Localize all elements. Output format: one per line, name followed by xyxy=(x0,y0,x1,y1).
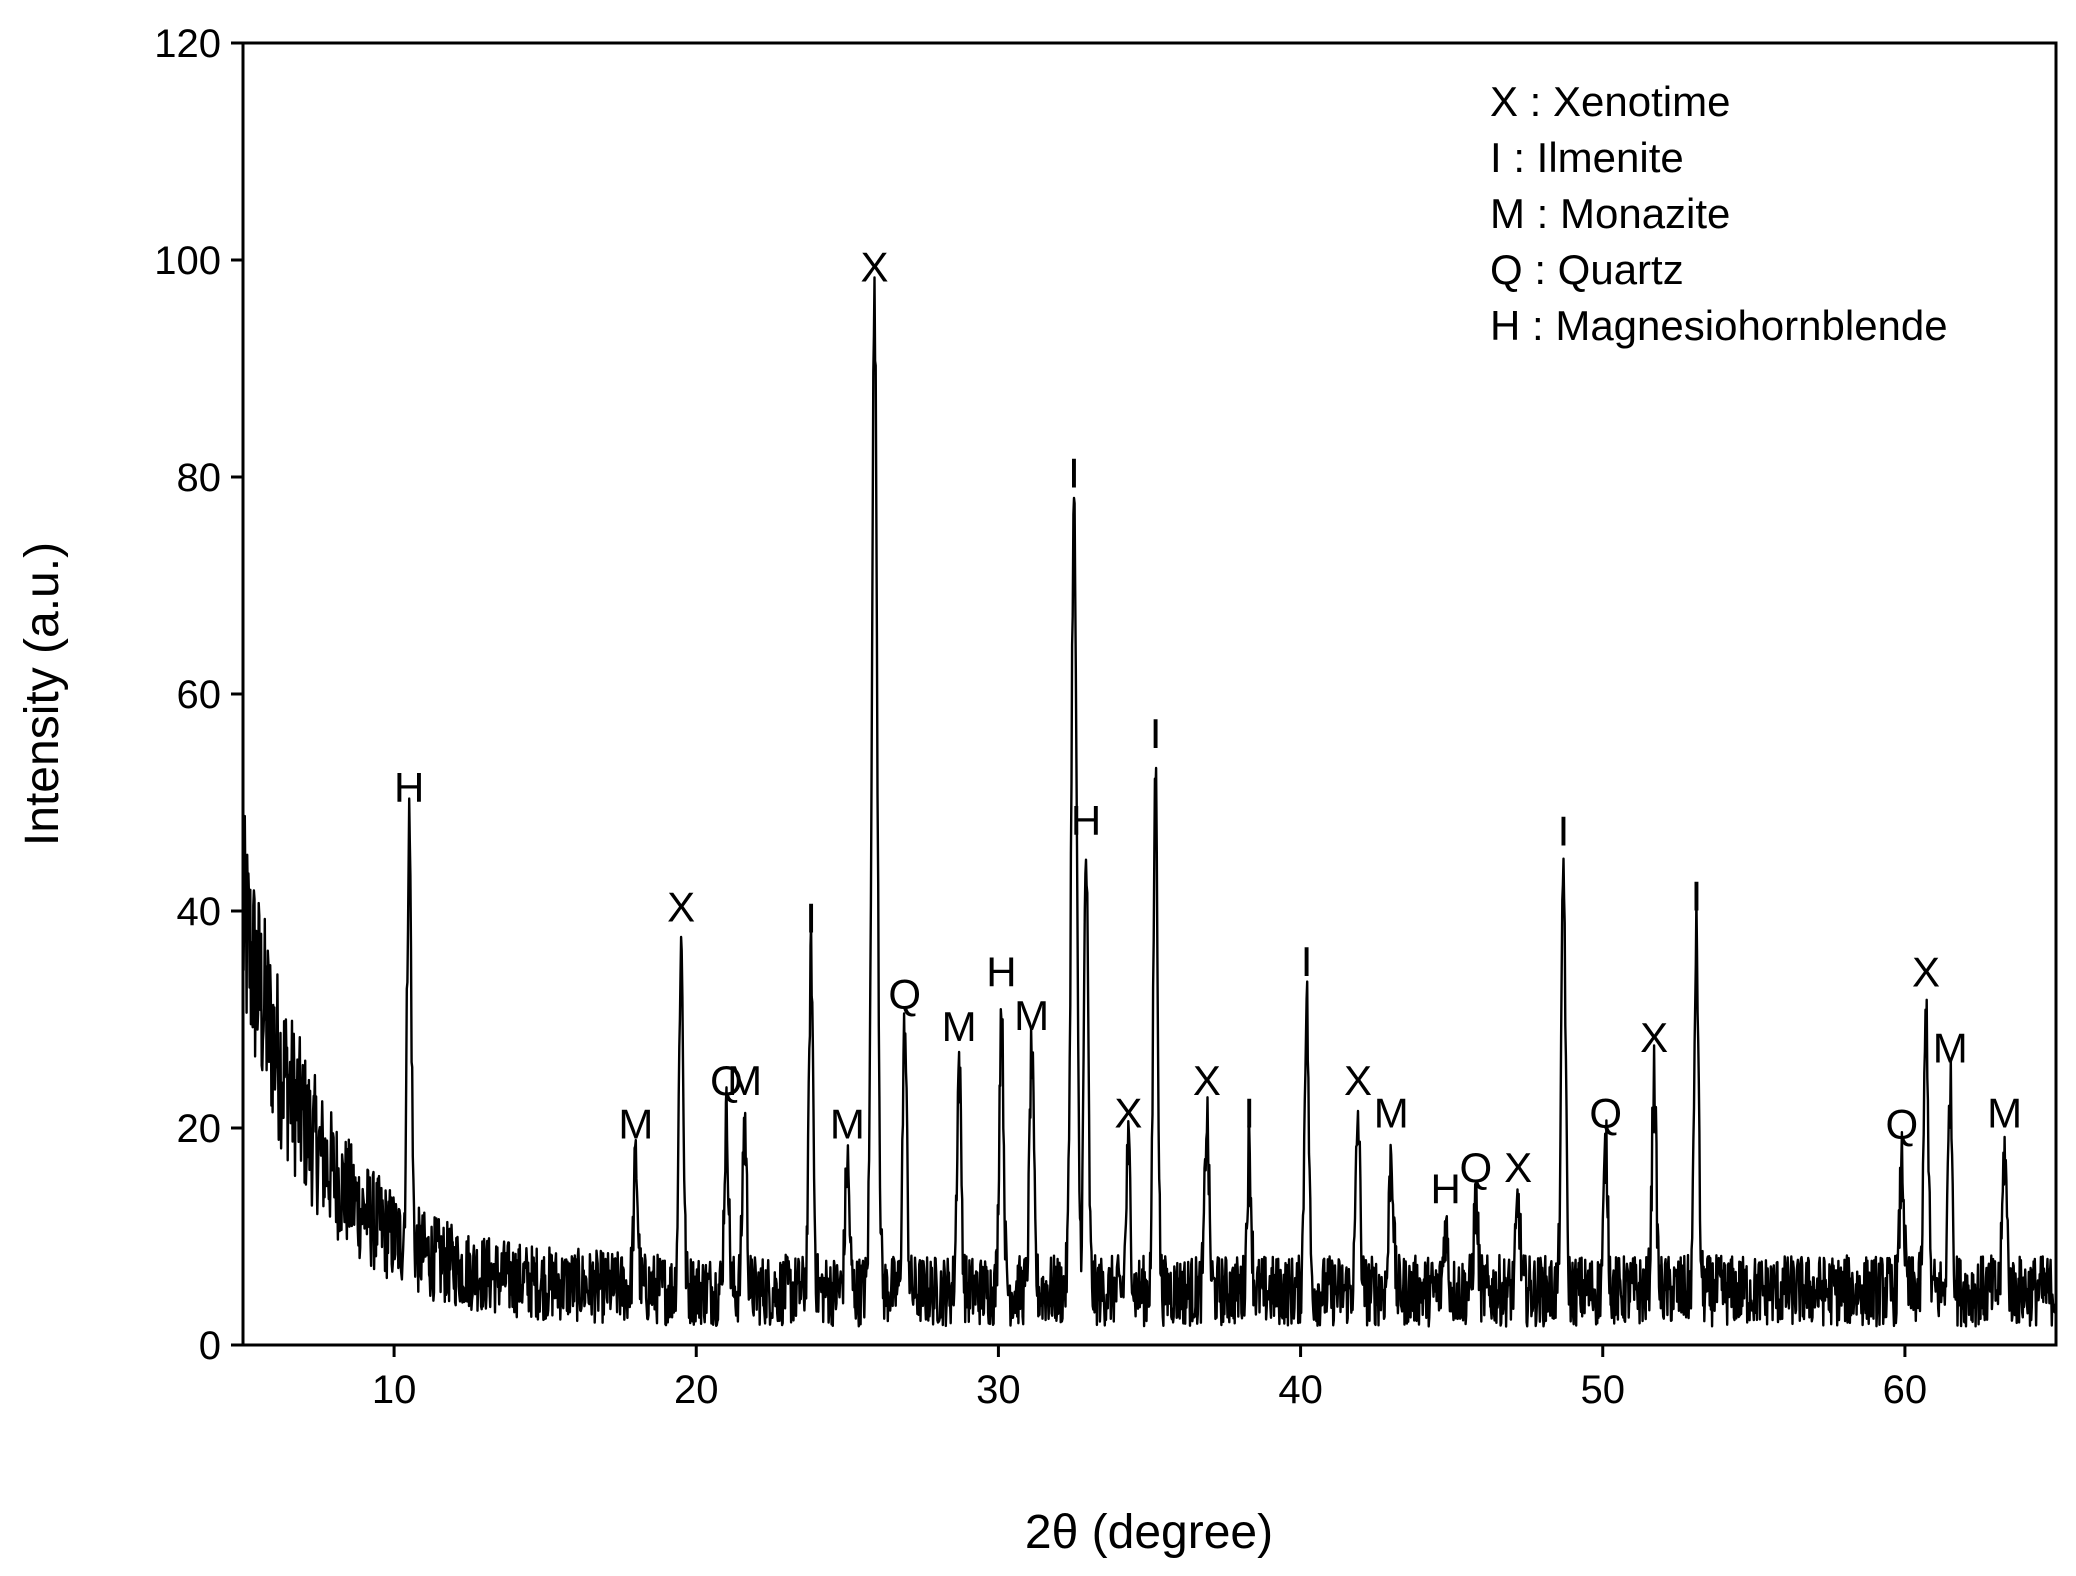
peak-label: H xyxy=(986,949,1016,996)
y-tick-label: 120 xyxy=(154,22,221,66)
y-tick-label: 20 xyxy=(177,1107,222,1151)
x-tick-label: 20 xyxy=(674,1368,719,1412)
y-axis-title: Intensity (a.u.) xyxy=(16,542,69,846)
peak-label: M xyxy=(618,1101,653,1148)
legend-entry: I : Ilmenite xyxy=(1490,134,1684,181)
peak-label: I xyxy=(1068,450,1080,497)
peak-label: Q xyxy=(1886,1101,1919,1148)
peak-label: M xyxy=(1374,1090,1409,1137)
peak-label: H xyxy=(1071,797,1101,844)
peak-label: I xyxy=(1150,710,1162,757)
peak-label: H xyxy=(1430,1166,1460,1213)
y-axis-ticks: 0 20 40 60 80 100 120 xyxy=(154,22,243,1368)
peak-label: I xyxy=(805,894,817,941)
x-axis-ticks: 10 20 30 40 50 60 xyxy=(372,1345,1927,1412)
legend-entry: X : Xenotime xyxy=(1490,78,1730,125)
legend-entry: Q : Quartz xyxy=(1490,246,1684,293)
y-tick-label: 40 xyxy=(177,890,222,934)
peak-label: X xyxy=(1504,1144,1532,1191)
peak-label: X xyxy=(1344,1057,1372,1104)
x-tick-label: 50 xyxy=(1581,1368,1626,1412)
legend-entry: H : Magnesiohornblende xyxy=(1490,302,1948,349)
peak-label: X xyxy=(667,884,695,931)
intensity-trace xyxy=(241,276,2058,1328)
peak-label: Q xyxy=(888,970,921,1017)
legend: X : Xenotime I : Ilmenite M : Monazite Q : … xyxy=(1490,78,1948,349)
peak-label: Q xyxy=(710,1057,743,1104)
peak-label: M xyxy=(942,1003,977,1050)
peak-label: M xyxy=(1014,992,1049,1039)
peak-label: I xyxy=(1243,1090,1255,1137)
peak-label: M xyxy=(1987,1090,2022,1137)
y-tick-label: 80 xyxy=(177,456,222,500)
peak-label: X xyxy=(1114,1090,1142,1137)
peak-label: M xyxy=(1933,1025,1968,1072)
peak-label: I xyxy=(1301,938,1313,985)
peak-label: M xyxy=(830,1101,865,1148)
x-tick-label: 10 xyxy=(372,1368,417,1412)
x-tick-label: 60 xyxy=(1883,1368,1928,1412)
peak-label: H xyxy=(394,764,424,811)
legend-entry: M : Monazite xyxy=(1490,190,1730,237)
peak-label: I xyxy=(1558,808,1570,855)
x-axis-title: 2θ (degree) xyxy=(1025,1506,1273,1559)
x-tick-label: 30 xyxy=(976,1368,1021,1412)
y-tick-label: 0 xyxy=(199,1324,221,1368)
peak-label: M xyxy=(727,1057,762,1104)
x-tick-label: 40 xyxy=(1278,1368,1323,1412)
y-tick-label: 100 xyxy=(154,239,221,283)
peak-label: X xyxy=(861,243,889,290)
peak-label: Q xyxy=(1589,1090,1622,1137)
intensity-trace-group xyxy=(241,276,2058,1328)
peak-label: Q xyxy=(1460,1144,1493,1191)
peak-label: X xyxy=(1912,949,1940,996)
peak-label: X xyxy=(1193,1057,1221,1104)
y-tick-label: 60 xyxy=(177,673,222,717)
peak-label: X xyxy=(1640,1014,1668,1061)
peak-label: I xyxy=(1691,873,1703,920)
